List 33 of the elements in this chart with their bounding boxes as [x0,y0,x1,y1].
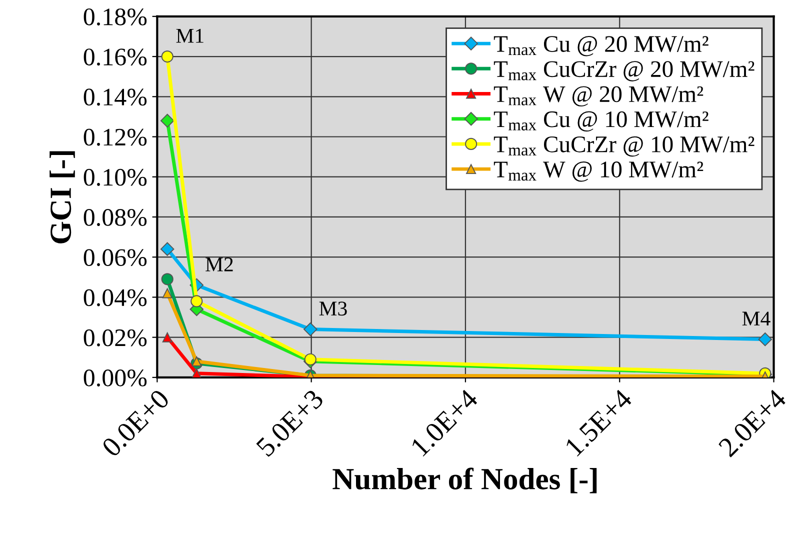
point [161,50,174,63]
y-tick-label: 0.18% [84,8,147,26]
y-tick-label: 0.06% [84,249,147,266]
point [304,322,318,336]
point [162,288,172,298]
y-tick-label: 0.04% [84,289,147,306]
y-tick-label: 0.14% [84,88,147,106]
legend-label: T$_{max}$ Cu @ 10 MW/m² [494,111,708,132]
y-tick-label: 0.12% [84,128,147,146]
annotation: M1 [176,28,204,43]
annotation: M2 [206,257,233,272]
point [160,242,174,256]
point [161,273,174,286]
annotation: M4 [742,312,770,326]
y-tick-label: 0.02% [84,329,147,346]
point [304,353,316,366]
point [758,332,772,346]
annotation: M3 [319,302,347,316]
y-tick-label: 0.10% [84,168,147,186]
legend-label: T$_{max}$ Cu @ 20 MW/m² [494,36,708,56]
y-tick-label: 0.08% [84,209,147,226]
x-axis-title: Number of Nodes [-] [332,468,597,494]
point [190,295,203,308]
legend-label: T$_{max}$ W @ 10 MW/m² [494,161,704,182]
legend-label: T$_{max}$ W @ 20 MW/m² [494,86,704,106]
legend-label: T$_{max}$ CuCrZr @ 10 MW/m² [494,136,754,157]
y-tick-label: 0.00% [84,369,147,386]
point [160,114,174,128]
y-axis-title: GCI [-] [50,151,75,244]
legend-label: T$_{max}$ CuCrZr @ 20 MW/m² [494,61,754,82]
point [162,332,172,342]
y-tick-label: 0.16% [84,48,147,66]
point [192,356,202,366]
